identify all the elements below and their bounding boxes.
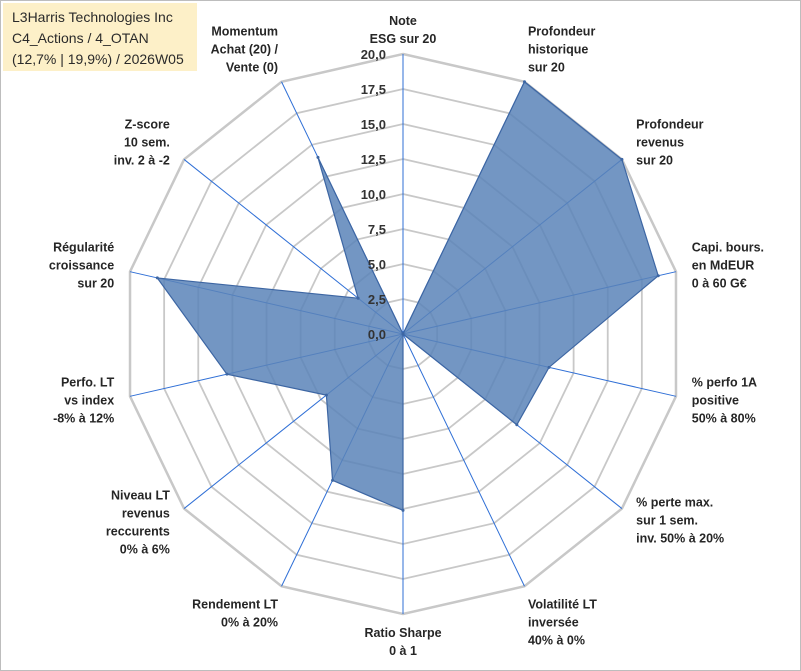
axis-label: Volatilité LT inversée 40% à 0% (528, 597, 597, 647)
data-point (401, 332, 405, 336)
tick-label: 0,0 (368, 327, 386, 342)
radar-series-area (155, 80, 660, 512)
axis-label: Niveau LT revenus reccurents 0% à 6% (106, 489, 170, 557)
tick-label: 20,0 (361, 47, 386, 62)
data-point (356, 296, 360, 300)
data-point (225, 372, 229, 376)
title-line-stats: (12,7% | 19,9%) / 2026W05 (12, 51, 184, 67)
axis-label: Profondeur historique sur 20 (528, 25, 595, 75)
axis-labels: Note ESG sur 20 Profondeur historique sur 20… (49, 14, 764, 658)
axis-label: Note ESG sur 20 (370, 14, 437, 46)
axis-label: Ratio Sharpe 0 à 1 (364, 626, 441, 658)
data-point (316, 155, 320, 159)
data-point (515, 423, 519, 427)
tick-label: 5,0 (368, 257, 386, 272)
axis-label: Momentum Achat (20) / Vente (0) (211, 25, 279, 75)
data-point (331, 478, 335, 482)
tick-label: 12,5 (361, 152, 386, 167)
series-area (156, 80, 659, 512)
chart-title-box: L3Harris Technologies Inc C4_Actions / 4… (3, 3, 197, 71)
title-line-company: L3Harris Technologies Inc (12, 9, 173, 25)
data-point (401, 508, 405, 512)
axis-label: Z-score 10 sem. inv. 2 à -2 (114, 118, 170, 168)
axis-label: Régularité croissance sur 20 (49, 241, 114, 291)
axis-label: % perfo 1A positive 50% à 80% (692, 375, 757, 425)
axis-label: Perfo. LT vs index -8% à 12% (53, 375, 115, 425)
data-point (522, 80, 526, 84)
tick-label: 15,0 (361, 117, 386, 132)
axis-label: % perte max. sur 1 sem. inv. 50% à 20% (636, 495, 724, 545)
data-point (547, 365, 551, 369)
axis-label: Profondeur revenus sur 20 (636, 118, 703, 168)
tick-label: 17,5 (361, 82, 386, 97)
axis-spoke (402, 333, 525, 587)
data-point (155, 276, 159, 280)
axis-label: Rendement LT 0% à 20% (192, 597, 278, 629)
tick-label: 7,5 (368, 222, 386, 237)
radial-tick-labels: 0,0 2,5 5,0 7,5 10,0 12,5 15,0 17,5 20,0 (361, 47, 386, 342)
data-point (324, 393, 328, 397)
axis-label: Capi. bours. en MdEUR 0 à 60 G€ (692, 241, 764, 291)
tick-label: 2,5 (368, 292, 386, 307)
data-point (620, 157, 624, 161)
data-point (656, 274, 660, 278)
tick-label: 10,0 (361, 187, 386, 202)
title-line-category: C4_Actions / 4_OTAN (12, 30, 149, 46)
